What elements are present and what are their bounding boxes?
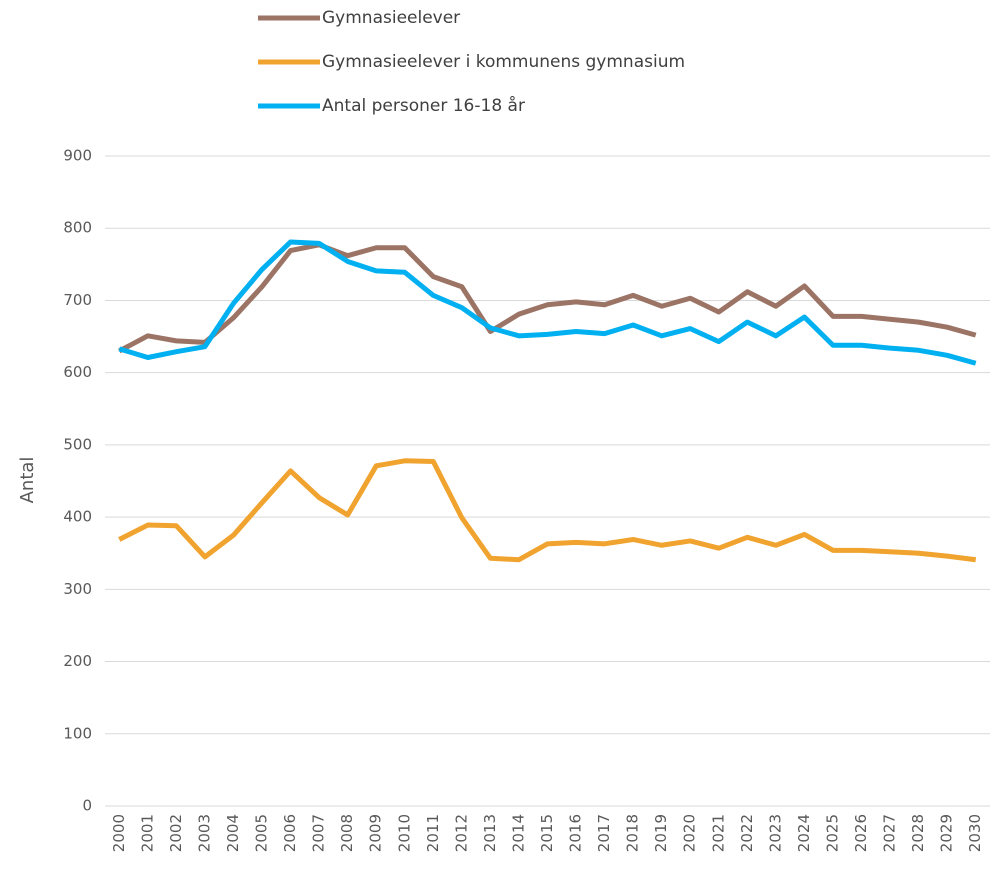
y-axis-title: Antal <box>17 457 38 504</box>
x-tick-label: 2003 <box>195 814 213 852</box>
x-tick-label: 2019 <box>652 814 670 852</box>
legend-text: Antal personer 16-18 år <box>322 95 525 116</box>
x-tick-label: 2024 <box>795 814 813 852</box>
x-tick-label: 2002 <box>167 814 185 852</box>
x-tick-label: 2029 <box>938 814 956 852</box>
y-tick-label: 800 <box>63 219 92 237</box>
x-tick-label: 2027 <box>881 814 899 852</box>
x-tick-label: 2000 <box>110 814 128 852</box>
legend-text: Gymnasieelever i kommunens gymnasium <box>322 52 685 72</box>
y-tick-label: 900 <box>63 147 92 165</box>
y-tick-label: 500 <box>63 435 92 453</box>
series-line <box>118 242 977 354</box>
x-tick-label: 2025 <box>823 814 841 852</box>
x-tick-label: 2020 <box>681 814 699 852</box>
x-tick-label: 2012 <box>452 814 470 852</box>
x-tick-label: 2015 <box>538 814 556 852</box>
y-tick-label: 400 <box>63 508 92 526</box>
x-tick-label: 2011 <box>424 814 442 852</box>
x-tick-label: 2005 <box>253 814 271 852</box>
y-tick-label: 600 <box>63 363 92 381</box>
x-tick-label: 2013 <box>481 814 499 852</box>
x-tick-label: 2030 <box>966 814 984 852</box>
x-tick-label: 2010 <box>395 814 413 852</box>
x-tick-label: 2001 <box>138 814 156 852</box>
series-line <box>118 458 977 563</box>
x-tick-label: 2014 <box>509 814 527 852</box>
y-tick-label: 0 <box>82 797 92 815</box>
x-tick-label: 2007 <box>310 814 328 852</box>
x-tick-label: 2028 <box>909 814 927 852</box>
x-tick-label: 2016 <box>567 814 585 852</box>
x-tick-label: 2023 <box>766 814 784 852</box>
x-tick-label: 2009 <box>367 814 385 852</box>
x-tick-label: 2008 <box>338 814 356 852</box>
x-tick-label: 2026 <box>852 814 870 852</box>
x-tick-label: 2004 <box>224 814 242 852</box>
x-tick-label: 2017 <box>595 814 613 852</box>
y-tick-label: 100 <box>63 724 92 742</box>
x-tick-label: 2022 <box>738 814 756 852</box>
x-tick-label: 2021 <box>709 814 727 852</box>
y-tick-label: 300 <box>63 580 92 598</box>
series-line <box>118 239 977 366</box>
legend-text: Gymnasieelever <box>322 8 460 28</box>
x-tick-label: 2018 <box>624 814 642 852</box>
y-tick-label: 700 <box>63 291 92 309</box>
y-tick-label: 200 <box>63 652 92 670</box>
x-tick-label: 2006 <box>281 814 299 852</box>
